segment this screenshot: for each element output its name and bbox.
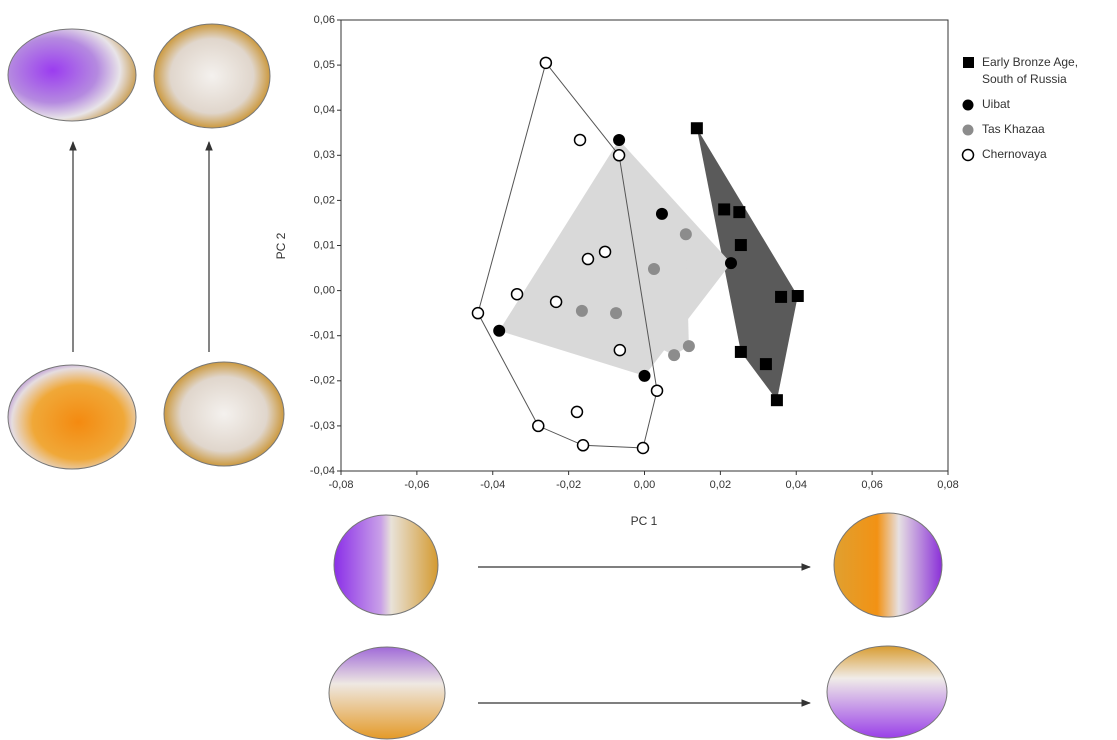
skull-image [163,361,285,467]
skull-image [153,23,271,129]
legend-item: Chernovaya [960,146,1110,163]
legend-marker [961,148,975,162]
point [647,262,660,275]
group-hull [499,139,731,376]
y-tick-label: 0,04 [314,104,335,116]
y-tick-label: -0,03 [310,420,335,432]
skull-image [7,28,137,122]
point [734,239,747,252]
skull-image [7,364,137,470]
group-hull [696,128,798,401]
point [539,56,553,70]
y-tick-label: 0,03 [314,149,335,161]
x-axis-label: PC 1 [631,514,658,528]
skull-image [328,646,446,740]
x-tick-label: -0,08 [328,479,353,491]
legend-symbol [962,99,974,111]
legend: Early Bronze Age, South of Russia Uibat Ta… [960,54,1110,171]
group-hull [581,234,689,356]
legend-symbol [961,148,975,162]
x-tick-label: 0,00 [634,479,655,491]
point [775,290,788,303]
legend-label: Chernovaya [982,147,1047,161]
point [759,358,772,371]
legend-symbol [963,57,974,68]
y-tick-label: 0,06 [314,14,335,26]
legend-marker [962,124,974,136]
point [532,419,545,433]
point [598,245,612,259]
point [650,384,664,397]
x-tick-label: 0,02 [710,479,731,491]
y-axis-label: PC 2 [274,232,288,259]
point [581,252,595,266]
plot: -0,08 -0,06 -0,04 -0,02 0,00 0,02 0,04 0,06 0,08… [310,14,959,491]
legend-marker [962,99,974,111]
point [613,343,627,357]
point [668,349,681,362]
legend-item: Tas Khazaa [960,121,1110,138]
point [679,228,692,241]
legend-label: Tas Khazaa [982,122,1045,136]
point [636,441,650,455]
point [549,295,563,309]
point [791,290,804,303]
point [576,439,590,452]
x-tick-label: -0,02 [556,479,581,491]
point [493,324,506,337]
y-tick-label: 0,05 [314,59,335,71]
skull-image [833,512,943,618]
y-tick-label: -0,01 [310,330,335,342]
y-tick-label: -0,04 [310,465,335,477]
point [612,149,626,162]
legend-symbol [962,124,974,136]
skull-image [333,514,439,616]
x-tick-label: 0,04 [786,479,807,491]
point [570,405,584,419]
legend-marker [963,57,974,68]
point [682,340,695,353]
point [575,304,588,317]
point [718,203,731,216]
point [613,133,626,146]
point [733,206,746,219]
y-tick-label: 0,02 [314,194,335,206]
point [573,133,587,147]
point [610,307,623,320]
y-tick-label: 0,01 [314,239,335,251]
x-tick-label: -0,04 [480,479,505,491]
group-hull [477,61,658,449]
x-tick-label: 0,08 [937,479,958,491]
point [724,257,737,270]
legend-item: Uibat [960,96,1110,113]
point [510,287,524,301]
point [638,369,651,382]
legend-label: Early Bronze Age, South of Russia [982,55,1079,86]
point [690,122,703,135]
point [770,394,783,407]
point [734,345,747,358]
legend-label: Uibat [982,97,1011,111]
skull-image [826,645,948,739]
x-tick-label: 0,06 [861,479,882,491]
x-tick-label: -0,06 [404,479,429,491]
legend-item: Early Bronze Age, South of Russia [960,54,1110,88]
y-tick-label: 0,00 [314,285,335,297]
point [471,306,485,320]
y-tick-label: -0,02 [310,375,335,387]
point [655,207,668,220]
